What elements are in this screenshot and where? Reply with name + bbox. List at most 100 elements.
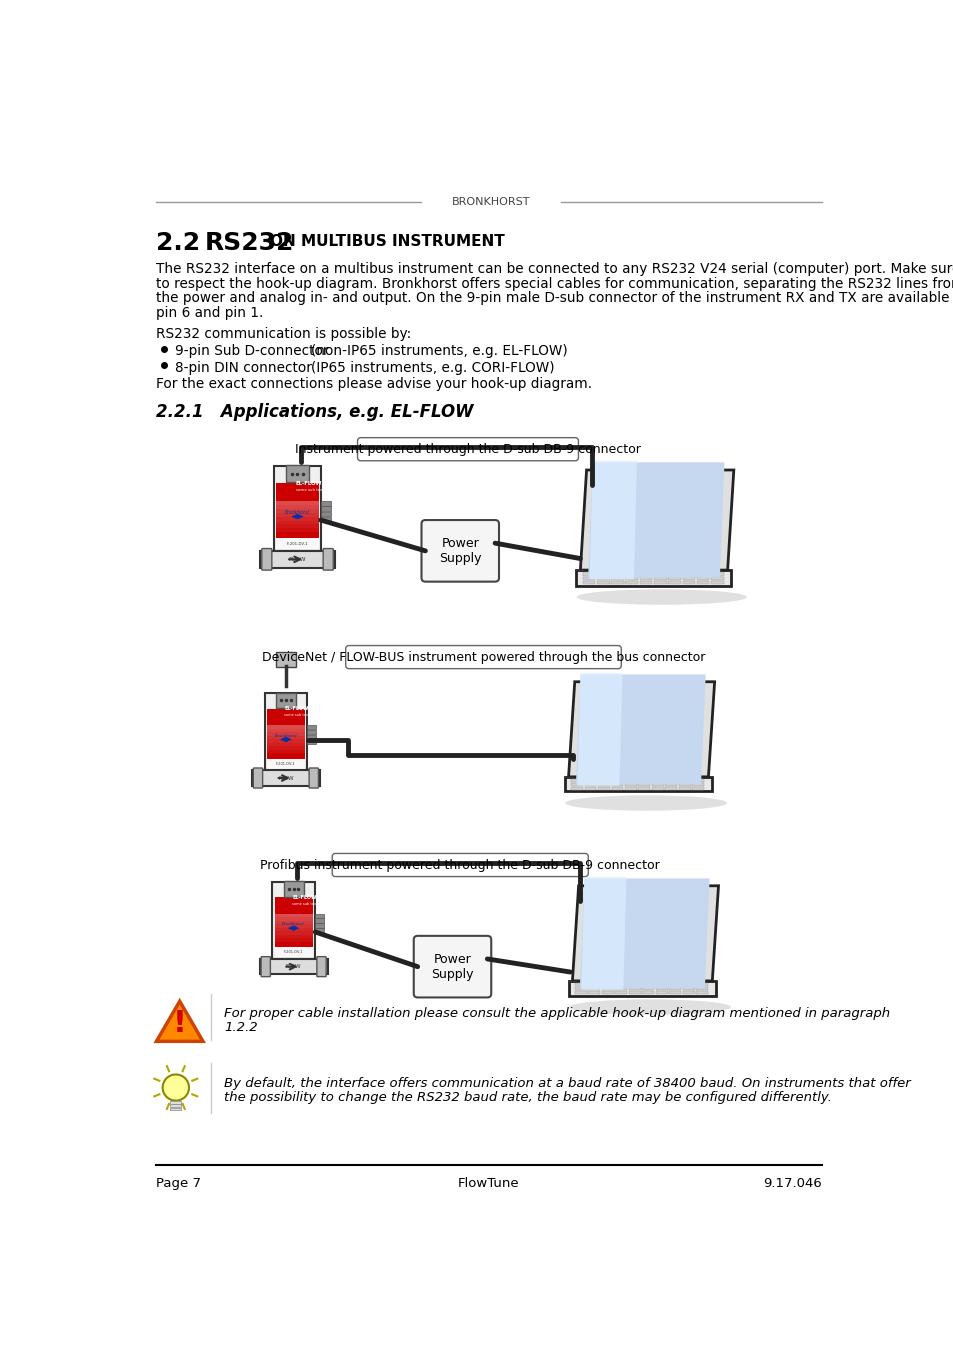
FancyBboxPatch shape [576, 570, 731, 586]
Text: some sub text: some sub text [295, 487, 323, 491]
FancyBboxPatch shape [679, 783, 690, 786]
Text: 1.2.2: 1.2.2 [224, 1022, 257, 1034]
FancyBboxPatch shape [421, 520, 498, 582]
Text: FLOW: FLOW [286, 964, 301, 969]
Text: (non-IP65 instruments, e.g. EL-FLOW): (non-IP65 instruments, e.g. EL-FLOW) [311, 344, 567, 359]
FancyBboxPatch shape [309, 768, 318, 788]
Text: RS232: RS232 [204, 231, 294, 255]
FancyBboxPatch shape [628, 987, 640, 990]
FancyBboxPatch shape [171, 1102, 181, 1104]
FancyBboxPatch shape [276, 524, 318, 528]
Text: some sub text: some sub text [284, 713, 310, 717]
FancyBboxPatch shape [307, 725, 315, 729]
Text: (IP65 instruments, e.g. CORI-FLOW): (IP65 instruments, e.g. CORI-FLOW) [311, 360, 554, 375]
FancyBboxPatch shape [267, 740, 305, 743]
FancyBboxPatch shape [611, 572, 623, 575]
FancyBboxPatch shape [323, 548, 333, 570]
FancyBboxPatch shape [598, 779, 609, 782]
FancyBboxPatch shape [414, 936, 491, 998]
FancyBboxPatch shape [276, 513, 318, 517]
Polygon shape [576, 675, 705, 784]
FancyBboxPatch shape [274, 914, 313, 918]
FancyBboxPatch shape [667, 572, 680, 575]
FancyBboxPatch shape [267, 759, 305, 768]
FancyBboxPatch shape [611, 576, 623, 580]
FancyBboxPatch shape [624, 787, 637, 790]
FancyBboxPatch shape [276, 521, 318, 524]
Ellipse shape [576, 590, 746, 605]
FancyBboxPatch shape [582, 576, 595, 580]
FancyBboxPatch shape [314, 918, 323, 923]
FancyBboxPatch shape [274, 936, 313, 938]
FancyBboxPatch shape [641, 991, 654, 994]
FancyBboxPatch shape [692, 787, 703, 790]
FancyBboxPatch shape [655, 983, 667, 987]
FancyBboxPatch shape [669, 983, 680, 987]
Text: Power
Supply: Power Supply [438, 537, 481, 564]
FancyBboxPatch shape [588, 983, 599, 987]
FancyBboxPatch shape [624, 783, 637, 786]
Text: Power
Supply: Power Supply [431, 953, 474, 980]
FancyBboxPatch shape [267, 736, 305, 740]
FancyBboxPatch shape [307, 734, 315, 738]
FancyBboxPatch shape [654, 580, 666, 585]
FancyBboxPatch shape [261, 548, 272, 570]
FancyBboxPatch shape [171, 1104, 181, 1107]
Polygon shape [156, 1002, 203, 1041]
Text: the possibility to change the RS232 baud rate, the baud rate may be configured d: the possibility to change the RS232 baud… [224, 1091, 831, 1103]
FancyBboxPatch shape [261, 957, 270, 976]
FancyBboxPatch shape [611, 787, 623, 790]
Text: !: ! [172, 1008, 187, 1038]
Text: 2.2.1   Applications, e.g. EL-FLOW: 2.2.1 Applications, e.g. EL-FLOW [155, 404, 473, 421]
FancyBboxPatch shape [682, 987, 694, 990]
FancyBboxPatch shape [320, 506, 330, 512]
FancyBboxPatch shape [259, 958, 328, 975]
FancyBboxPatch shape [267, 725, 305, 729]
Polygon shape [580, 878, 626, 990]
FancyBboxPatch shape [651, 787, 663, 790]
FancyBboxPatch shape [274, 931, 313, 936]
FancyBboxPatch shape [276, 483, 318, 539]
Text: 8-pin DIN connector: 8-pin DIN connector [174, 360, 312, 375]
FancyBboxPatch shape [253, 768, 262, 788]
FancyBboxPatch shape [582, 572, 595, 575]
FancyBboxPatch shape [575, 987, 586, 990]
FancyBboxPatch shape [571, 779, 582, 782]
Polygon shape [577, 672, 622, 786]
FancyBboxPatch shape [710, 576, 723, 580]
Text: FLOW: FLOW [289, 556, 306, 562]
FancyBboxPatch shape [696, 983, 707, 987]
FancyBboxPatch shape [314, 914, 323, 918]
FancyBboxPatch shape [667, 580, 680, 585]
FancyBboxPatch shape [584, 787, 596, 790]
FancyBboxPatch shape [267, 749, 305, 753]
FancyBboxPatch shape [654, 576, 666, 580]
FancyBboxPatch shape [665, 783, 677, 786]
FancyBboxPatch shape [597, 576, 609, 580]
FancyBboxPatch shape [641, 987, 654, 990]
FancyBboxPatch shape [264, 694, 307, 771]
FancyBboxPatch shape [320, 512, 330, 516]
Text: Page 7: Page 7 [155, 1177, 200, 1189]
FancyBboxPatch shape [357, 437, 578, 460]
Text: 9.17.046: 9.17.046 [762, 1177, 821, 1189]
FancyBboxPatch shape [710, 572, 723, 575]
FancyBboxPatch shape [615, 987, 627, 990]
FancyBboxPatch shape [332, 853, 588, 876]
FancyBboxPatch shape [682, 991, 694, 994]
FancyBboxPatch shape [275, 693, 295, 707]
FancyBboxPatch shape [624, 779, 637, 782]
Text: the power and analog in- and output. On the 9-pin male D-sub connector of the in: the power and analog in- and output. On … [155, 292, 953, 305]
FancyBboxPatch shape [696, 987, 707, 990]
FancyBboxPatch shape [692, 783, 703, 786]
Text: The RS232 interface on a multibus instrument can be connected to any RS232 V24 s: The RS232 interface on a multibus instru… [155, 262, 953, 277]
FancyBboxPatch shape [582, 580, 595, 585]
FancyBboxPatch shape [696, 572, 709, 575]
FancyBboxPatch shape [274, 948, 313, 957]
FancyBboxPatch shape [655, 987, 667, 990]
FancyBboxPatch shape [667, 576, 680, 580]
Text: 2.2: 2.2 [155, 231, 199, 255]
FancyBboxPatch shape [601, 983, 613, 987]
Text: Bronkhorst: Bronkhorst [274, 733, 297, 737]
FancyBboxPatch shape [314, 923, 323, 927]
